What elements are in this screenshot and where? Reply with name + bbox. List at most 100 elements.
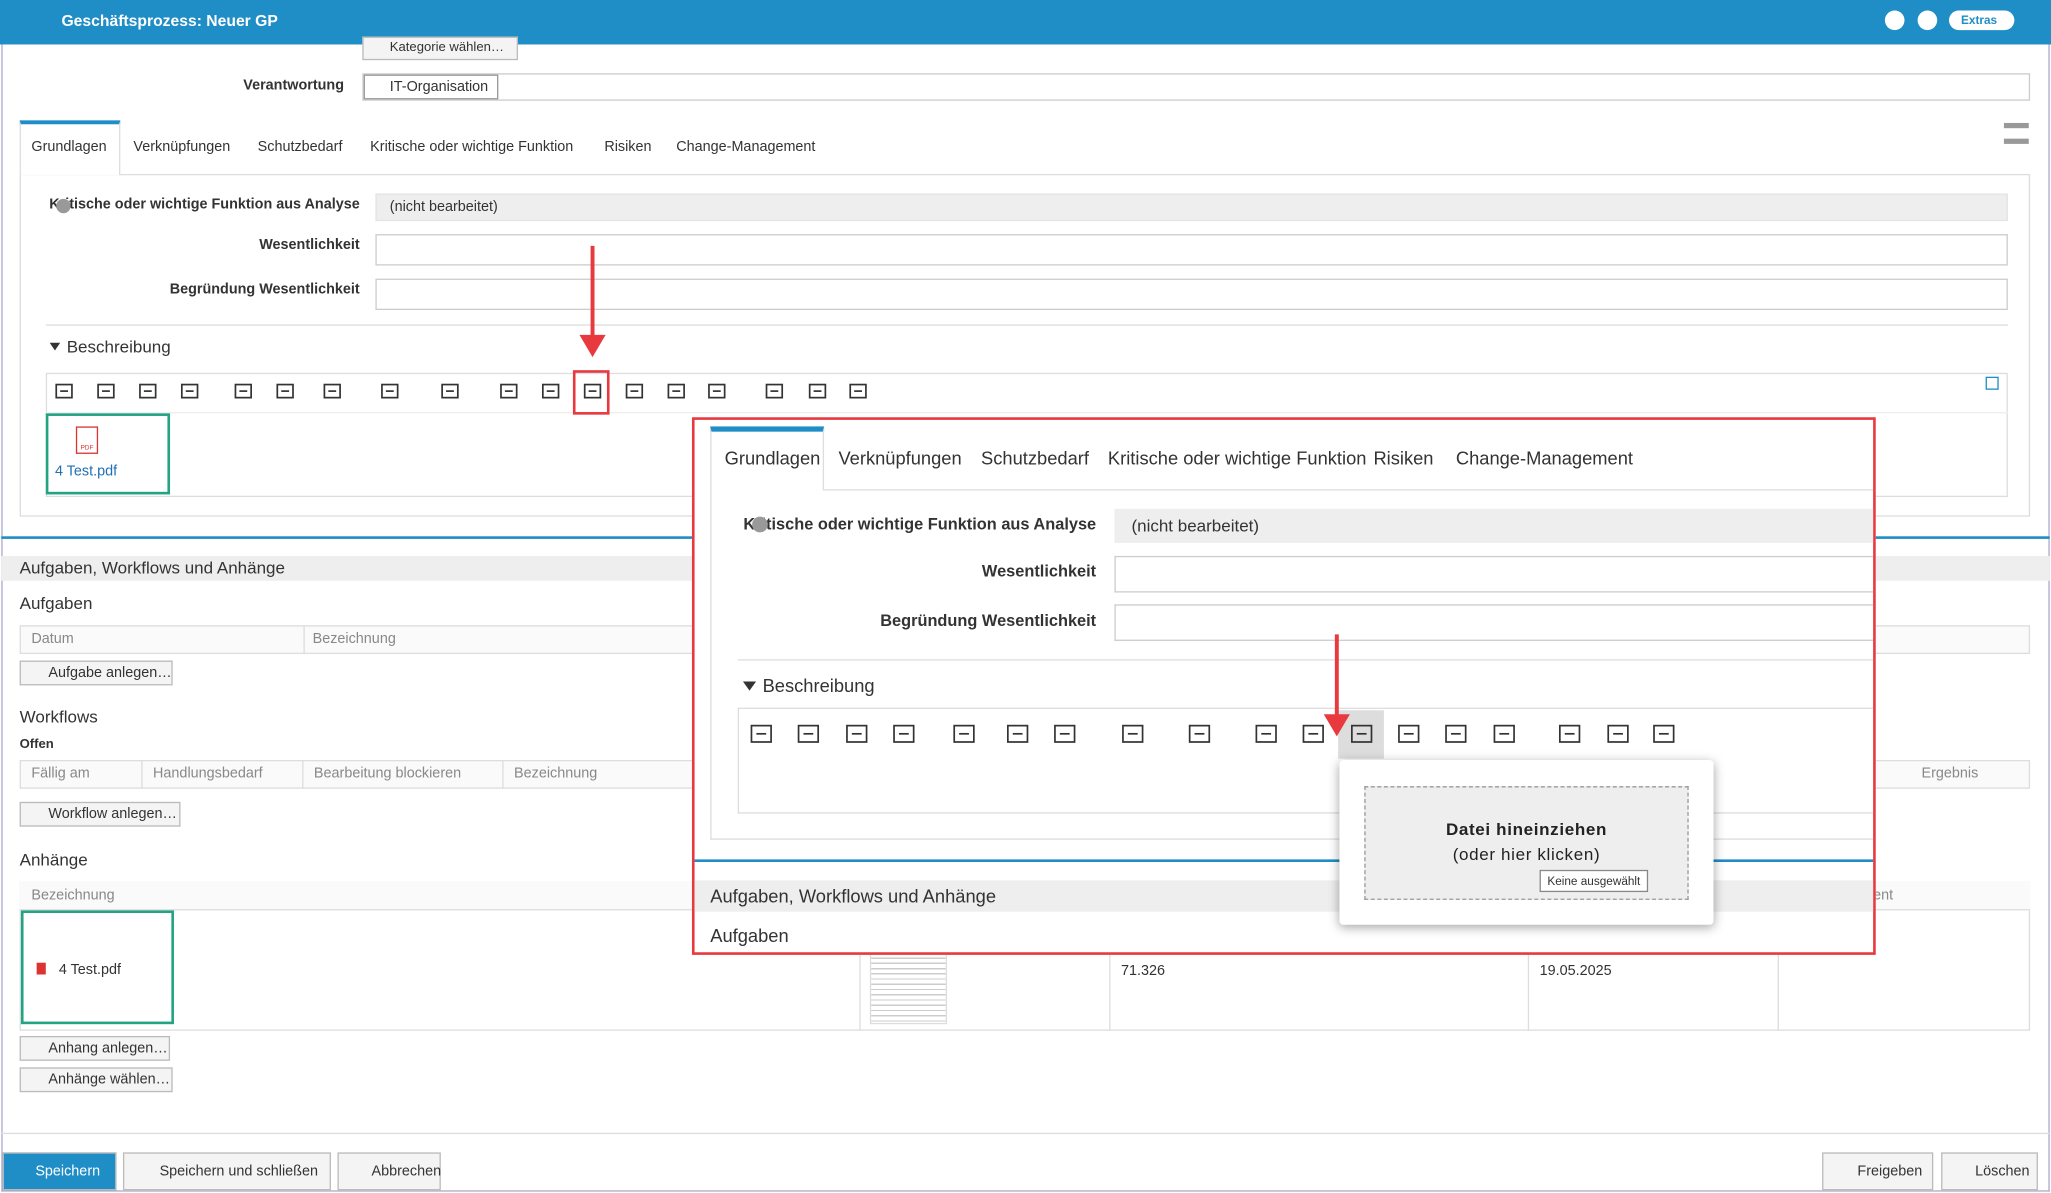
input[interactable] xyxy=(375,278,2008,311)
divider xyxy=(859,910,861,1031)
chip-label: IT-Organisation xyxy=(389,79,489,95)
field-label: Wesentlichkeit xyxy=(981,562,1097,581)
button-label[interactable]: Löschen xyxy=(1975,1163,2030,1180)
select[interactable] xyxy=(375,234,2008,266)
readonly-field xyxy=(375,193,2008,222)
toolbar xyxy=(45,373,2008,414)
caret xyxy=(49,342,61,351)
help-icon xyxy=(56,198,71,214)
layout-icon[interactable] xyxy=(2003,122,2029,144)
divider xyxy=(303,625,305,655)
toolbar-icon xyxy=(139,383,157,399)
footer-button[interactable] xyxy=(337,1152,441,1191)
arrow-head xyxy=(1323,714,1350,737)
cell[interactable]: 4 Test.pdf xyxy=(58,962,121,978)
button-label[interactable]: Abbrechen xyxy=(371,1163,442,1180)
cell: 71.326 xyxy=(1120,963,1166,980)
attachment-link[interactable]: 4 Test.pdf xyxy=(54,463,118,480)
field-value: (nicht bearbeitet) xyxy=(389,199,498,216)
input xyxy=(1114,604,1874,641)
section-title: Aufgaben, Workflows und Anhänge xyxy=(19,557,285,578)
button[interactable] xyxy=(19,1067,173,1093)
footer-button[interactable] xyxy=(122,1152,331,1191)
column-header: Datum xyxy=(31,631,74,647)
tab: Grundlagen xyxy=(724,447,821,469)
divider xyxy=(502,759,504,789)
toolbar-icon xyxy=(583,383,602,399)
toolbar-icon xyxy=(276,383,294,399)
category-button[interactable] xyxy=(362,36,518,61)
toolbar-icon xyxy=(1398,724,1420,743)
body-frame xyxy=(1,44,2050,1192)
button-label[interactable]: Workflow anlegen… xyxy=(48,806,177,823)
toolbar-icon xyxy=(323,383,341,399)
button[interactable] xyxy=(19,660,173,686)
column-header: Bezeichnung xyxy=(312,631,396,647)
separator xyxy=(737,659,1874,661)
button-label[interactable]: Speichern und schließen xyxy=(159,1163,318,1180)
toolbar-icon xyxy=(55,383,73,399)
button-label[interactable]: Speichern xyxy=(35,1163,101,1180)
readonly-field xyxy=(1114,508,1874,543)
toolbar-icon xyxy=(500,383,518,399)
info-icon[interactable] xyxy=(1884,10,1905,31)
arrow-head xyxy=(579,334,606,358)
toolbar-icon xyxy=(180,383,199,399)
file-status xyxy=(1539,869,1649,893)
button-label[interactable]: Anhänge wählen… xyxy=(48,1071,171,1088)
separator xyxy=(1,1132,2050,1135)
button-label[interactable]: Freigeben xyxy=(1857,1163,1923,1180)
toolbar-icon xyxy=(1302,724,1324,743)
extras-button[interactable] xyxy=(1948,10,2015,31)
footer-button[interactable] xyxy=(2,1152,117,1191)
field-label: Wesentlichkeit xyxy=(259,237,360,254)
category-label: Kategorie wählen… xyxy=(389,40,504,55)
tab: Kritische oder wichtige Funktion xyxy=(1107,447,1367,469)
footer-button[interactable] xyxy=(1822,1152,1934,1191)
input xyxy=(362,73,2031,101)
thumbnail xyxy=(869,952,948,1025)
help-icon[interactable] xyxy=(1917,10,1938,31)
tab[interactable]: Grundlagen xyxy=(31,139,107,156)
highlight xyxy=(572,370,610,415)
tab-active xyxy=(710,426,825,491)
toolbar-icon xyxy=(1006,724,1029,743)
editor xyxy=(737,707,1874,814)
subsection-title: Aufgaben xyxy=(710,924,789,946)
section-title: Beschreibung xyxy=(66,336,171,357)
footer-button[interactable] xyxy=(1941,1152,2038,1191)
button[interactable] xyxy=(19,1035,171,1061)
button-label[interactable]: Aufgabe anlegen… xyxy=(48,665,172,681)
tab[interactable]: Schutzbedarf xyxy=(257,139,343,156)
button-label[interactable]: Anhang anlegen… xyxy=(48,1040,168,1057)
separator xyxy=(45,324,2008,326)
tab-active[interactable] xyxy=(19,120,121,176)
tab[interactable]: Risiken xyxy=(604,139,652,156)
toolbar-icon xyxy=(750,724,772,743)
tab[interactable]: Verknüpfungen xyxy=(133,139,231,156)
toolbar-icon xyxy=(708,383,726,399)
toolbar-icon xyxy=(893,724,915,743)
icon-label: PDF xyxy=(80,444,94,452)
tab: Schutzbedarf xyxy=(981,447,1089,469)
toolbar-icon xyxy=(667,383,685,399)
tab[interactable]: Kritische oder wichtige Funktion xyxy=(370,139,574,156)
toolbar-icon xyxy=(1351,724,1373,743)
field-label: Begründung Wesentlichkeit xyxy=(880,611,1097,631)
subtitle: Offen xyxy=(19,737,54,753)
toolbar-icon xyxy=(441,383,459,399)
button[interactable] xyxy=(19,801,181,827)
field-label: Kritische oder wichtige Funktion aus Ana… xyxy=(49,196,360,213)
toolbar-icon xyxy=(1445,724,1467,743)
toolbar-icon xyxy=(1122,724,1144,743)
toolbar-icon xyxy=(765,383,784,399)
checkbox[interactable] xyxy=(1985,376,1999,390)
highlight xyxy=(20,910,174,1025)
tab[interactable]: Change-Management xyxy=(676,139,816,156)
field-label: Begründung Wesentlichkeit xyxy=(169,281,360,298)
toolbar-icon xyxy=(1493,724,1515,743)
toolbar-icon xyxy=(541,383,560,399)
